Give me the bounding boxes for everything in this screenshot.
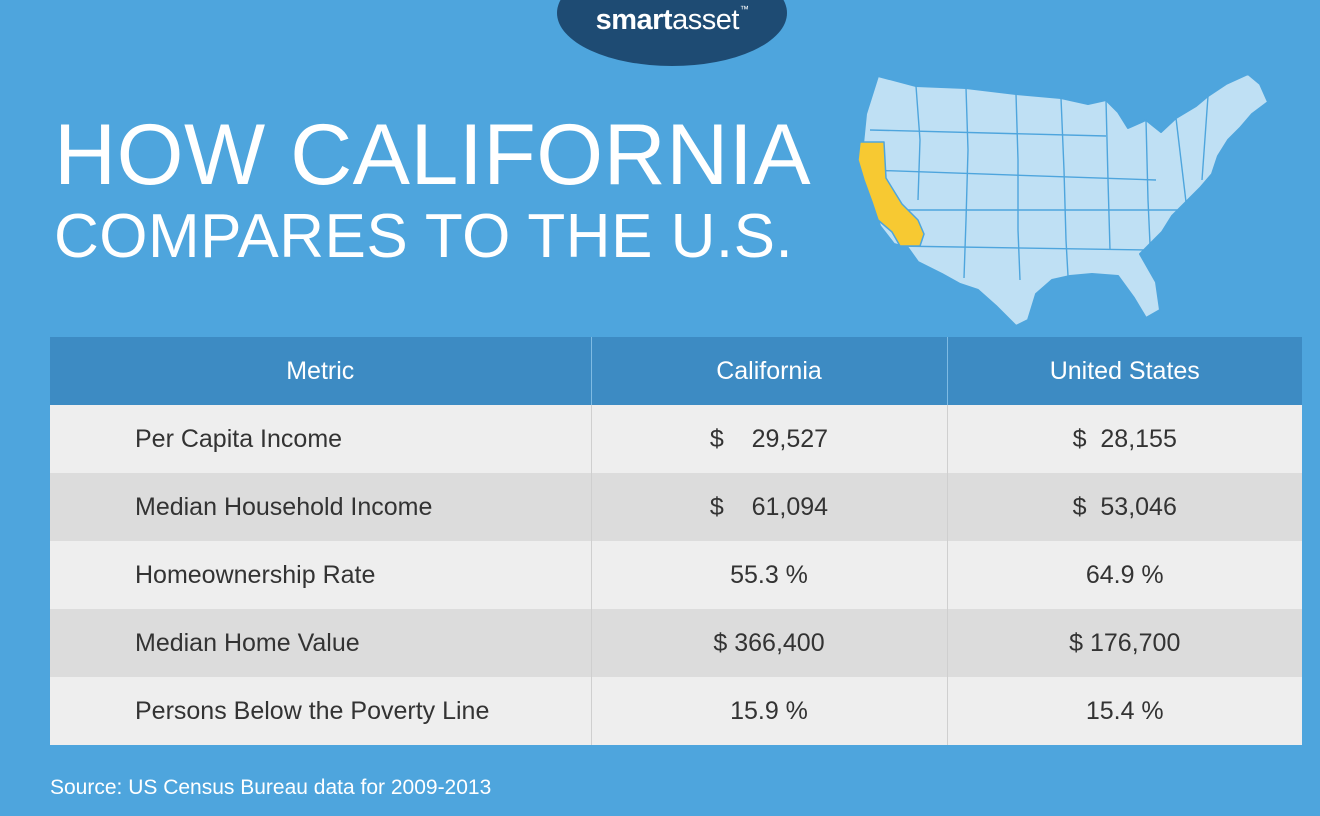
table-header-row: Metric California United States [50, 337, 1302, 405]
column-header-metric: Metric [50, 337, 592, 405]
title-line-1: HOW CALIFORNIA [54, 107, 812, 203]
california-value-cell: 15.9 % [591, 677, 948, 745]
metric-cell: Homeownership Rate [50, 541, 592, 609]
comparison-table: Metric California United States Per Capi… [50, 337, 1302, 745]
us-value-cell: 64.9 % [947, 541, 1302, 609]
california-value-cell: $ 29,527 [591, 405, 948, 473]
trademark-mark: ™ [739, 4, 749, 14]
us-value-cell: $ 176,700 [947, 609, 1302, 677]
brand-logo: smartasset™ [557, 0, 787, 66]
california-value-cell: $ 61,094 [591, 473, 948, 541]
california-state-shape [857, 141, 925, 247]
us-value-cell: 15.4 % [947, 677, 1302, 745]
title-line-2: COMPARES TO THE U.S. [54, 202, 794, 271]
california-value-cell: $ 366,400 [591, 609, 948, 677]
table-row: Persons Below the Poverty Line 15.9 % 15… [50, 677, 1302, 745]
brand-logo-text: smartasset™ [557, 4, 787, 37]
us-value-cell: $ 53,046 [947, 473, 1302, 541]
metric-cell: Persons Below the Poverty Line [50, 677, 592, 745]
metric-cell: Median Household Income [50, 473, 592, 541]
table-row: Homeownership Rate 55.3 % 64.9 % [50, 541, 1302, 609]
california-value-cell: 55.3 % [591, 541, 948, 609]
metric-cell: Median Home Value [50, 609, 592, 677]
metric-cell: Per Capita Income [50, 405, 592, 473]
brand-name-part1: smart [595, 4, 673, 36]
source-note: Source: US Census Bureau data for 2009-2… [50, 776, 492, 799]
table-row: Median Household Income $ 61,094 $ 53,04… [50, 473, 1302, 541]
column-header-california: California [591, 337, 948, 405]
table-row: Per Capita Income $ 29,527 $ 28,155 [50, 405, 1302, 473]
column-header-united-states: United States [947, 337, 1302, 405]
brand-name-part2: asset [672, 4, 739, 36]
us-map-icon [857, 73, 1269, 327]
table-row: Median Home Value $ 366,400 $ 176,700 [50, 609, 1302, 677]
state-borders [867, 85, 1209, 281]
us-value-cell: $ 28,155 [947, 405, 1302, 473]
